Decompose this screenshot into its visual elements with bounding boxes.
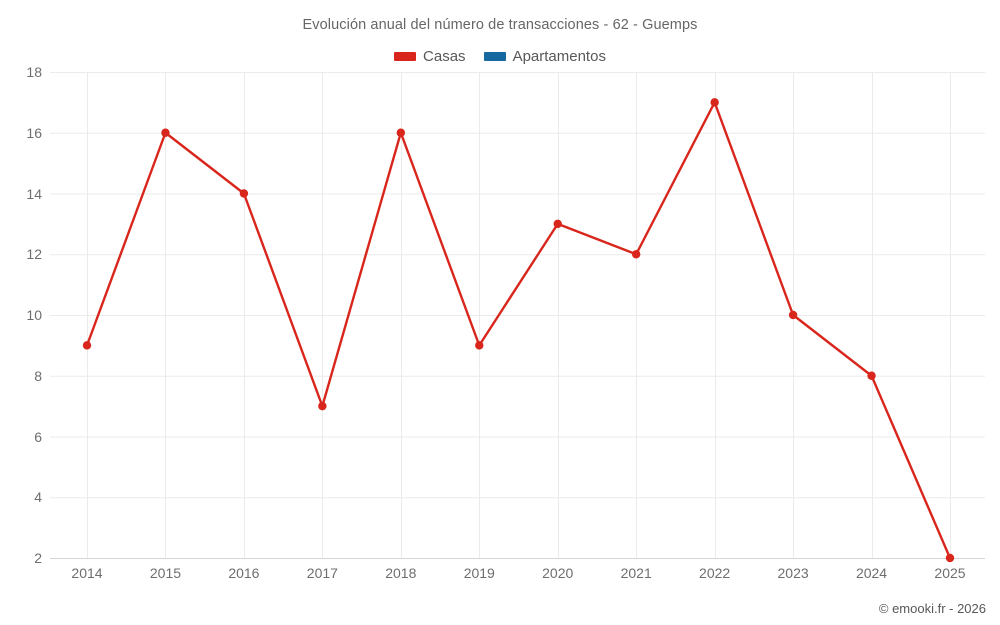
- x-axis-tick-label: 2015: [149, 565, 182, 581]
- x-axis-tick-label: 2017: [306, 565, 338, 581]
- y-axis-tick-label: 16: [26, 124, 42, 141]
- y-axis-tick-label: 6: [34, 428, 42, 445]
- series-line-casas: [85, 101, 952, 560]
- x-axis-tick-label: 2021: [620, 565, 652, 581]
- legend-item-casas[interactable]: Casas: [394, 48, 466, 65]
- y-axis-tick-label: 18: [26, 64, 42, 80]
- plot-area: [50, 72, 985, 563]
- legend-item-apartamentos[interactable]: Apartamentos: [483, 47, 606, 65]
- data-point[interactable]: [161, 128, 170, 137]
- data-point[interactable]: [82, 341, 92, 350]
- legend-label-casas: Casas: [423, 47, 466, 65]
- y-axis-tick-label: 2: [34, 550, 42, 566]
- x-axis-tick-label: 2022: [699, 565, 731, 581]
- x-axis-tick-label: 2018: [385, 565, 417, 581]
- data-point[interactable]: [631, 250, 641, 259]
- y-axis-tick-label: 10: [26, 307, 42, 323]
- footer-credit: © emooki.fr - 2026: [878, 601, 986, 616]
- x-axis-tick-label: 2019: [463, 565, 495, 581]
- x-axis-tick-label: 2025: [934, 565, 966, 581]
- data-point[interactable]: [239, 189, 249, 198]
- data-point[interactable]: [945, 553, 955, 563]
- x-axis-tick-label: 2024: [855, 565, 888, 581]
- chart-series-layer: [82, 98, 955, 563]
- y-axis-tick-label: 4: [34, 489, 42, 506]
- x-axis-tick-label: 2014: [71, 565, 103, 581]
- x-axis-tick-label: 2016: [228, 565, 260, 581]
- y-axis-tick-label: 14: [26, 185, 42, 202]
- legend-label-apartamentos: Apartamentos: [512, 47, 606, 65]
- x-axis-tick-label: 2023: [777, 565, 809, 581]
- legend-swatch-apartamentos: [483, 51, 506, 61]
- data-point[interactable]: [867, 371, 876, 380]
- chart-legend: Casas Apartamentos: [0, 45, 1000, 67]
- legend-swatch-casas: [394, 51, 417, 61]
- data-point[interactable]: [396, 128, 406, 137]
- y-axis: 2 4 6 8 10 12 14 16 18: [0, 64, 42, 566]
- y-axis-tick-label: 12: [26, 246, 42, 263]
- y-axis-tick-label: 8: [34, 367, 42, 384]
- x-axis-tick-label: 2020: [542, 565, 574, 581]
- data-point[interactable]: [553, 219, 562, 229]
- data-point[interactable]: [710, 98, 719, 107]
- chart-gridlines: [50, 72, 985, 559]
- data-point[interactable]: [475, 341, 484, 350]
- chart-title: Evolución anual del número de transaccio…: [302, 17, 698, 33]
- data-point[interactable]: [318, 401, 327, 411]
- x-axis: 2014 2015 2016 2017 2018 2019 2020 2021 2022 2023…: [50, 565, 985, 587]
- data-point[interactable]: [788, 310, 798, 320]
